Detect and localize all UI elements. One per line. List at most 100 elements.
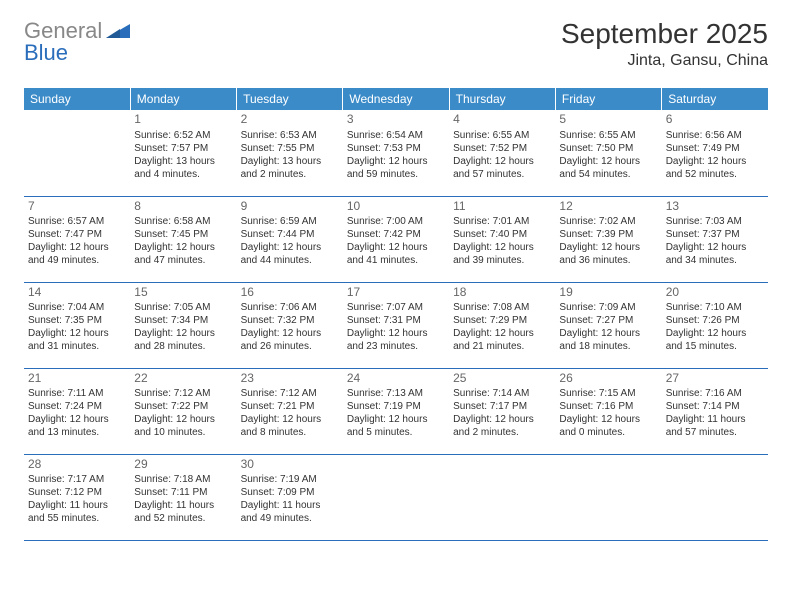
calendar-day-cell: 21Sunrise: 7:11 AMSunset: 7:24 PMDayligh… bbox=[24, 368, 130, 454]
sunset-text: Sunset: 7:27 PM bbox=[559, 314, 657, 327]
calendar-week-row: 7Sunrise: 6:57 AMSunset: 7:47 PMDaylight… bbox=[24, 196, 768, 282]
daylight-text: and 10 minutes. bbox=[134, 426, 232, 439]
sunrise-text: Sunrise: 7:01 AM bbox=[453, 215, 551, 228]
weekday-header-row: Sunday Monday Tuesday Wednesday Thursday… bbox=[24, 88, 768, 110]
sunrise-text: Sunrise: 7:17 AM bbox=[28, 473, 126, 486]
calendar-day-cell: 9Sunrise: 6:59 AMSunset: 7:44 PMDaylight… bbox=[237, 196, 343, 282]
calendar-day-cell: 27Sunrise: 7:16 AMSunset: 7:14 PMDayligh… bbox=[662, 368, 768, 454]
day-number: 4 bbox=[453, 112, 551, 128]
daylight-text: Daylight: 12 hours bbox=[134, 241, 232, 254]
daylight-text: Daylight: 12 hours bbox=[28, 327, 126, 340]
daylight-text: and 28 minutes. bbox=[134, 340, 232, 353]
weekday-header: Friday bbox=[555, 88, 661, 110]
daylight-text: and 39 minutes. bbox=[453, 254, 551, 267]
day-number: 5 bbox=[559, 112, 657, 128]
calendar-day-cell bbox=[662, 454, 768, 540]
calendar-day-cell: 30Sunrise: 7:19 AMSunset: 7:09 PMDayligh… bbox=[237, 454, 343, 540]
logo-triangle-icon bbox=[106, 20, 130, 43]
sunset-text: Sunset: 7:17 PM bbox=[453, 400, 551, 413]
calendar-day-cell: 10Sunrise: 7:00 AMSunset: 7:42 PMDayligh… bbox=[343, 196, 449, 282]
calendar-day-cell: 6Sunrise: 6:56 AMSunset: 7:49 PMDaylight… bbox=[662, 110, 768, 196]
daylight-text: and 44 minutes. bbox=[241, 254, 339, 267]
day-number: 13 bbox=[666, 199, 764, 215]
day-number: 27 bbox=[666, 371, 764, 387]
calendar-day-cell: 2Sunrise: 6:53 AMSunset: 7:55 PMDaylight… bbox=[237, 110, 343, 196]
calendar-day-cell: 13Sunrise: 7:03 AMSunset: 7:37 PMDayligh… bbox=[662, 196, 768, 282]
calendar-week-row: 28Sunrise: 7:17 AMSunset: 7:12 PMDayligh… bbox=[24, 454, 768, 540]
sunrise-text: Sunrise: 7:18 AM bbox=[134, 473, 232, 486]
daylight-text: Daylight: 13 hours bbox=[134, 155, 232, 168]
daylight-text: Daylight: 12 hours bbox=[453, 241, 551, 254]
daylight-text: Daylight: 12 hours bbox=[134, 327, 232, 340]
day-number: 9 bbox=[241, 199, 339, 215]
daylight-text: Daylight: 12 hours bbox=[28, 241, 126, 254]
day-number: 6 bbox=[666, 112, 764, 128]
daylight-text: and 2 minutes. bbox=[453, 426, 551, 439]
sunrise-text: Sunrise: 7:06 AM bbox=[241, 301, 339, 314]
day-number: 14 bbox=[28, 285, 126, 301]
weekday-header: Sunday bbox=[24, 88, 130, 110]
day-number: 11 bbox=[453, 199, 551, 215]
calendar-day-cell: 16Sunrise: 7:06 AMSunset: 7:32 PMDayligh… bbox=[237, 282, 343, 368]
calendar-day-cell: 28Sunrise: 7:17 AMSunset: 7:12 PMDayligh… bbox=[24, 454, 130, 540]
daylight-text: and 57 minutes. bbox=[666, 426, 764, 439]
daylight-text: Daylight: 12 hours bbox=[241, 327, 339, 340]
weekday-header: Wednesday bbox=[343, 88, 449, 110]
location-label: Jinta, Gansu, China bbox=[561, 52, 768, 70]
daylight-text: Daylight: 12 hours bbox=[559, 155, 657, 168]
daylight-text: and 49 minutes. bbox=[28, 254, 126, 267]
calendar-day-cell bbox=[24, 110, 130, 196]
daylight-text: Daylight: 12 hours bbox=[453, 413, 551, 426]
sunset-text: Sunset: 7:21 PM bbox=[241, 400, 339, 413]
sunrise-text: Sunrise: 7:02 AM bbox=[559, 215, 657, 228]
page-header: General September 2025 Jinta, Gansu, Chi… bbox=[24, 18, 768, 70]
daylight-text: Daylight: 12 hours bbox=[347, 155, 445, 168]
daylight-text: Daylight: 12 hours bbox=[666, 155, 764, 168]
daylight-text: and 52 minutes. bbox=[134, 512, 232, 525]
daylight-text: Daylight: 12 hours bbox=[453, 155, 551, 168]
day-number: 12 bbox=[559, 199, 657, 215]
daylight-text: and 47 minutes. bbox=[134, 254, 232, 267]
day-number: 17 bbox=[347, 285, 445, 301]
day-number: 18 bbox=[453, 285, 551, 301]
sunrise-text: Sunrise: 7:16 AM bbox=[666, 387, 764, 400]
sunrise-text: Sunrise: 7:14 AM bbox=[453, 387, 551, 400]
day-number: 3 bbox=[347, 112, 445, 128]
sunset-text: Sunset: 7:53 PM bbox=[347, 142, 445, 155]
day-number: 10 bbox=[347, 199, 445, 215]
daylight-text: Daylight: 12 hours bbox=[666, 241, 764, 254]
weekday-header: Saturday bbox=[662, 88, 768, 110]
sunrise-text: Sunrise: 6:54 AM bbox=[347, 129, 445, 142]
sunrise-text: Sunrise: 7:19 AM bbox=[241, 473, 339, 486]
sunset-text: Sunset: 7:22 PM bbox=[134, 400, 232, 413]
sunset-text: Sunset: 7:39 PM bbox=[559, 228, 657, 241]
sunrise-text: Sunrise: 7:10 AM bbox=[666, 301, 764, 314]
daylight-text: and 21 minutes. bbox=[453, 340, 551, 353]
daylight-text: and 4 minutes. bbox=[134, 168, 232, 181]
sunrise-text: Sunrise: 6:58 AM bbox=[134, 215, 232, 228]
daylight-text: and 52 minutes. bbox=[666, 168, 764, 181]
calendar-page: General September 2025 Jinta, Gansu, Chi… bbox=[0, 0, 792, 559]
sunrise-text: Sunrise: 6:55 AM bbox=[453, 129, 551, 142]
calendar-day-cell: 19Sunrise: 7:09 AMSunset: 7:27 PMDayligh… bbox=[555, 282, 661, 368]
calendar-table: Sunday Monday Tuesday Wednesday Thursday… bbox=[24, 88, 768, 541]
sunset-text: Sunset: 7:31 PM bbox=[347, 314, 445, 327]
calendar-day-cell: 3Sunrise: 6:54 AMSunset: 7:53 PMDaylight… bbox=[343, 110, 449, 196]
sunrise-text: Sunrise: 7:04 AM bbox=[28, 301, 126, 314]
calendar-day-cell bbox=[555, 454, 661, 540]
daylight-text: Daylight: 12 hours bbox=[241, 413, 339, 426]
sunset-text: Sunset: 7:12 PM bbox=[28, 486, 126, 499]
daylight-text: and 18 minutes. bbox=[559, 340, 657, 353]
day-number: 2 bbox=[241, 112, 339, 128]
month-title: September 2025 bbox=[561, 18, 768, 50]
day-number: 24 bbox=[347, 371, 445, 387]
calendar-week-row: 1Sunrise: 6:52 AMSunset: 7:57 PMDaylight… bbox=[24, 110, 768, 196]
sunrise-text: Sunrise: 6:57 AM bbox=[28, 215, 126, 228]
daylight-text: and 49 minutes. bbox=[241, 512, 339, 525]
daylight-text: Daylight: 12 hours bbox=[28, 413, 126, 426]
day-number: 22 bbox=[134, 371, 232, 387]
sunset-text: Sunset: 7:47 PM bbox=[28, 228, 126, 241]
daylight-text: Daylight: 12 hours bbox=[559, 241, 657, 254]
sunset-text: Sunset: 7:26 PM bbox=[666, 314, 764, 327]
calendar-day-cell bbox=[449, 454, 555, 540]
